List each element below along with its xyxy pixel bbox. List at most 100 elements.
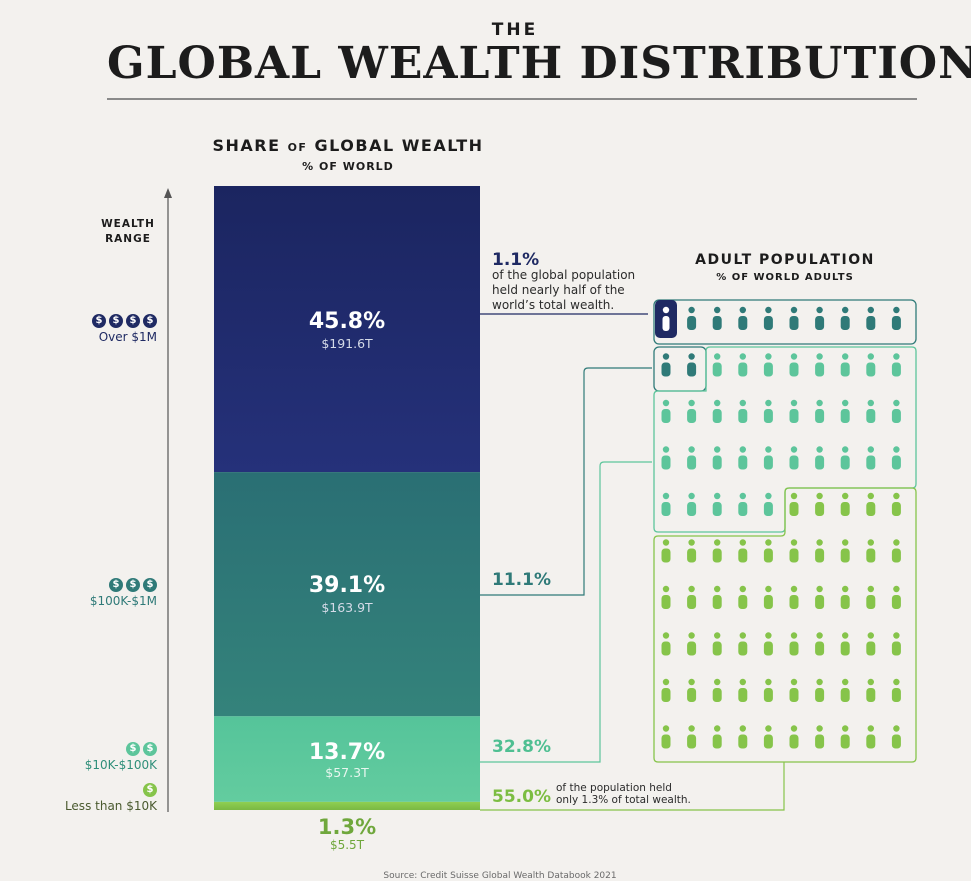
- person-icon: [893, 585, 900, 593]
- person-icon: [866, 641, 876, 656]
- person-icon: [688, 678, 695, 686]
- person-icon: [840, 316, 850, 330]
- person-icon: [815, 688, 825, 702]
- person-icon: [789, 548, 799, 563]
- dollar-coin-icon: $: [126, 578, 140, 592]
- person-icon: [840, 455, 850, 470]
- tier-over-1m-dollars: $ $ $ $: [92, 314, 157, 328]
- person-icon: [739, 492, 746, 500]
- population-group-outline-0: [653, 299, 917, 345]
- person-icon: [739, 539, 746, 546]
- annotation-top-pct: 1.1%: [492, 250, 540, 270]
- person-icon: [842, 492, 849, 500]
- person-icon: [891, 595, 901, 609]
- bar-label-pct-0: 45.8%: [308, 309, 386, 334]
- share-heading-post: GLOBAL WEALTH: [314, 136, 484, 155]
- share-subheading: % OF WORLD: [302, 160, 394, 173]
- person-icon: [687, 362, 697, 377]
- person-icon: [891, 734, 901, 749]
- person-icon: [738, 362, 748, 377]
- person-icon: [816, 678, 823, 686]
- person-icon: [816, 492, 823, 500]
- annotation-top-text-1: of the global population: [492, 268, 636, 282]
- person-icon: [688, 725, 695, 732]
- person-icon: [712, 641, 722, 656]
- person-icon: [867, 399, 874, 407]
- person-icon: [738, 316, 748, 330]
- person-icon: [714, 399, 721, 407]
- person-icon: [891, 688, 901, 702]
- person-icon: [789, 595, 799, 609]
- person-icon: [840, 362, 850, 377]
- person-icon: [738, 595, 748, 609]
- person-icon: [891, 316, 901, 330]
- person-icon: [790, 632, 798, 639]
- person-icon: [765, 492, 772, 500]
- person-icon: [867, 725, 874, 732]
- bar-label-amount-0: $191.6T: [321, 336, 373, 351]
- tier-10k-100k-label: $10K-$100K: [84, 758, 157, 772]
- person-icon: [662, 353, 670, 360]
- person-icon: [738, 409, 748, 423]
- tier-10k-100k-dollars: $ $: [85, 742, 157, 756]
- person-icon: [763, 455, 773, 470]
- person-icon: [662, 632, 670, 639]
- person-icon: [867, 678, 874, 686]
- person-icon: [815, 316, 825, 330]
- person-icon: [763, 641, 773, 656]
- person-icon: [866, 688, 876, 702]
- person-icon: [765, 632, 772, 639]
- bar-label-pct-2: 13.7%: [308, 740, 386, 765]
- person-icon: [866, 502, 876, 516]
- person-icon: [840, 409, 850, 423]
- person-icon: [867, 353, 874, 360]
- person-icon: [840, 595, 850, 609]
- person-icon: [662, 316, 670, 331]
- person-icon: [763, 362, 773, 377]
- person-icon: [815, 548, 825, 563]
- person-icon: [842, 632, 849, 639]
- person-icon: [840, 548, 850, 563]
- person-icon: [662, 585, 670, 593]
- person-icon: [866, 595, 876, 609]
- person-icon: [790, 446, 798, 453]
- person-icon: [842, 353, 849, 360]
- person-icon: [790, 585, 798, 593]
- person-icon: [842, 306, 849, 314]
- bar-label-amount-2: $57.3T: [325, 765, 369, 780]
- person-icon: [815, 409, 825, 423]
- axis-title: WEALTH RANGE: [88, 217, 168, 247]
- person-icon: [739, 632, 746, 639]
- person-icon: [893, 725, 900, 732]
- person-icon: [765, 446, 772, 453]
- person-icon: [712, 316, 722, 330]
- tier-under-10k-label: Less than $10K: [64, 799, 157, 813]
- person-icon: [789, 316, 799, 330]
- person-icon: [687, 548, 697, 563]
- share-heading: SHARE OF GLOBAL WEALTH: [208, 136, 488, 155]
- person-icon: [893, 446, 900, 453]
- person-icon: [790, 353, 798, 360]
- person-icon: [714, 678, 721, 686]
- person-icon: [789, 688, 799, 702]
- person-icon: [714, 725, 721, 732]
- person-icon: [867, 632, 874, 639]
- person-icon: [816, 725, 823, 732]
- person-icon: [763, 688, 773, 702]
- person-icon: [789, 409, 799, 423]
- person-icon: [765, 399, 772, 407]
- person-icon: [789, 641, 799, 656]
- dollar-coin-icon: $: [126, 742, 140, 756]
- person-icon: [763, 548, 773, 563]
- person-icon: [687, 502, 697, 516]
- person-icon: [763, 502, 773, 516]
- person-icon: [712, 502, 722, 516]
- person-icon: [712, 595, 722, 609]
- person-icon: [661, 688, 671, 702]
- person-icon: [687, 595, 697, 609]
- person-icon: [738, 688, 748, 702]
- annotation-mid-pct: 11.1%: [492, 570, 551, 590]
- person-icon: [714, 353, 721, 360]
- person-icon: [687, 641, 697, 656]
